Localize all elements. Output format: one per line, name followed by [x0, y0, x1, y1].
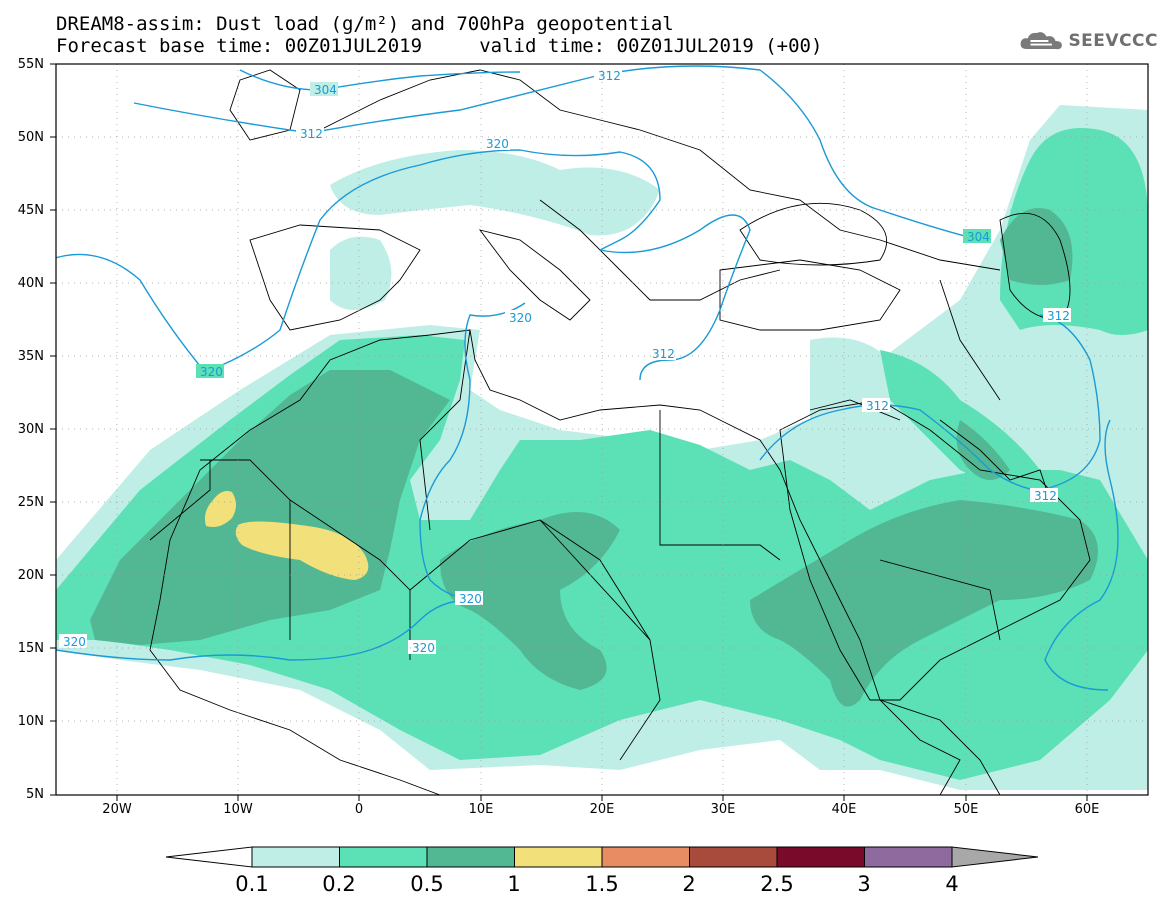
lon-label: 10E: [468, 802, 494, 817]
lat-label: 25N: [17, 495, 44, 510]
gridlines: [56, 64, 1148, 795]
horn-of-africa: [879, 699, 1001, 795]
dust-dark-arabia: [750, 500, 1098, 707]
coastlines: [149, 69, 1091, 795]
contour-label: 320: [412, 641, 435, 655]
contour-label: 304: [314, 83, 337, 97]
africa-coastline: [149, 329, 961, 795]
lat-label: 55N: [17, 57, 44, 72]
border-9: [879, 559, 1001, 641]
contour-label: 312: [1034, 489, 1057, 503]
lon-label: 20W: [102, 802, 132, 817]
contour-label: 312: [866, 399, 889, 413]
colorbar-label: 1.5: [585, 872, 619, 896]
lat-label: 30N: [17, 422, 44, 437]
lon-label: 50E: [953, 802, 979, 817]
contour-304-west: [239, 69, 521, 91]
border-5: [539, 519, 661, 761]
balkans-coast: [539, 199, 781, 301]
colorbar-label: 4: [945, 872, 959, 896]
lat-label: 45N: [17, 203, 44, 218]
border-4: [659, 410, 781, 561]
lat-label: 5N: [26, 787, 44, 802]
lat-label: 35N: [17, 349, 44, 364]
lat-label: 20N: [17, 568, 44, 583]
axis-ticks: [50, 63, 1088, 801]
contour-312-arabia: [759, 404, 1041, 491]
black-sea: [739, 202, 888, 266]
contour-label: 312: [1047, 309, 1070, 323]
lon-label: 60E: [1074, 802, 1100, 817]
lon-label: 10W: [223, 802, 253, 817]
contour-label: 312: [652, 347, 675, 361]
dust-light-iberia: [330, 236, 392, 310]
contour-320-east: [1044, 419, 1119, 691]
contour-label: 320: [200, 365, 223, 379]
border-7: [419, 329, 471, 531]
lat-label: 40N: [17, 276, 44, 291]
border-8: [809, 399, 901, 421]
contour-label: 320: [509, 311, 532, 325]
colorbar-label: 0.2: [322, 872, 356, 896]
dust-yellow-patch-1: [204, 491, 236, 527]
colorbar-label: 0.1: [235, 872, 269, 896]
border-1: [200, 459, 291, 640]
seevccc-logo: SEEVCCC: [1018, 26, 1158, 56]
dust-light-europe: [330, 150, 660, 236]
contour-312-east: [1039, 314, 1101, 491]
cloud-logo-icon: [1020, 32, 1062, 50]
lat-label: 10N: [17, 714, 44, 729]
dust-yellow-patch-2: [235, 521, 369, 580]
contour-320-europe: [56, 149, 661, 373]
caspian-sea: [999, 212, 1071, 321]
colorbar-label: 2.5: [760, 872, 794, 896]
dust-dark-sahara-central: [440, 512, 620, 690]
contour-label: 320: [63, 635, 86, 649]
iberia-coast: [249, 224, 421, 331]
lon-label: 30E: [710, 802, 736, 817]
lon-label: 40E: [831, 802, 857, 817]
contour-label: 304: [967, 230, 990, 244]
west-africa-coast: [149, 649, 441, 795]
logo-text: SEEVCCC: [1068, 31, 1158, 51]
colorbar-label: 2: [682, 872, 696, 896]
contour-label: 320: [486, 137, 509, 151]
contour-320-north-africa: [419, 302, 526, 601]
contour-label: 312: [300, 127, 323, 141]
contour-label: 320: [459, 592, 482, 606]
title-line-2: Forecast base time: 00Z01JUL2019 valid t…: [56, 35, 823, 57]
lat-label: 15N: [17, 641, 44, 656]
border-6: [149, 460, 211, 541]
contour-label-group: 304 312 320 320 312 320 312 320 320 320 …: [59, 68, 1071, 655]
dust-dark-gulf: [956, 420, 1010, 480]
colorbar-label: 0.5: [410, 872, 444, 896]
lat-label: 50N: [17, 130, 44, 145]
gulf-coast: [939, 419, 1051, 501]
dust-dark-caspian: [1000, 208, 1073, 285]
lon-label: 20E: [589, 802, 615, 817]
contour-label: 312: [598, 69, 621, 83]
dust-medium-levant: [880, 350, 1040, 480]
turkey-coast: [719, 259, 901, 331]
colorbar-label: 3: [857, 872, 871, 896]
arabia-coast: [779, 399, 1091, 701]
colorbar-label: 1: [507, 872, 521, 896]
dust-layer: [56, 105, 1148, 790]
title-line-1: DREAM8-assim: Dust load (g/m²) and 700hP…: [56, 13, 674, 35]
dust-light-arabia: [810, 337, 894, 440]
contour-320-south: [56, 599, 471, 661]
italy-coast: [478, 229, 591, 321]
border-10: [939, 279, 1001, 401]
europe-coast: [299, 69, 1001, 271]
lon-label: 0: [354, 802, 364, 817]
border-2: [289, 499, 411, 660]
